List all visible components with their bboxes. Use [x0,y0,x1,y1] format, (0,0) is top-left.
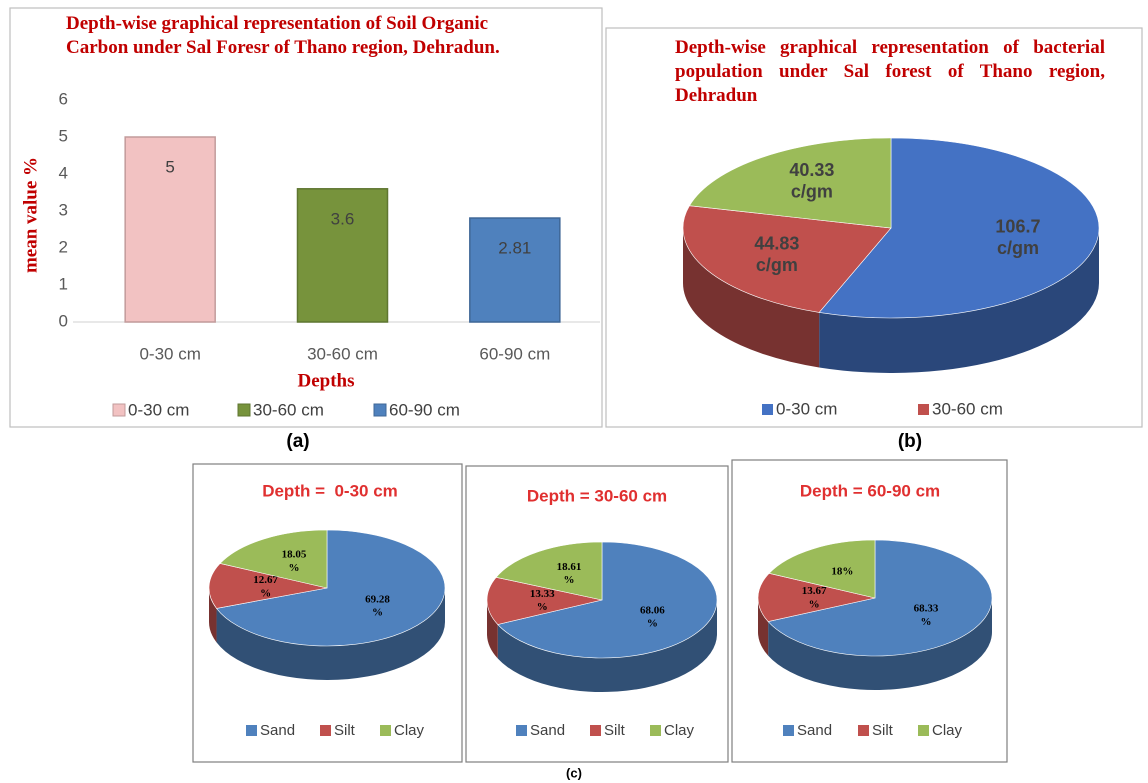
legend-label: Silt [872,722,894,739]
pie-slice [757,572,876,622]
legend-label: Sand [530,722,565,739]
x-tick-label: 30-60 cm [307,344,378,363]
pie-slice [495,541,603,601]
chart-title: Depth = 30-60 cm [527,486,667,505]
value-label: 69.28% [365,593,390,618]
panel-label: (c) [566,765,582,780]
y-tick-label: 1 [59,274,68,293]
legend-swatch [918,725,929,736]
legend-label: Clay [664,722,695,739]
bar [124,136,216,323]
pie-slice [216,529,446,647]
legend-label: 0-30 cm [776,399,837,418]
y-tick-label: 0 [59,311,68,330]
pie-side [683,228,820,368]
legend-label: Silt [604,722,626,739]
value-label: 18.61% [557,561,582,586]
legend-label: Clay [932,722,963,739]
pie-side [487,600,498,659]
legend-swatch [858,725,869,736]
legend-label: Clay [394,722,425,739]
pie-side [758,598,769,656]
value-label: 2.81 [498,239,531,258]
legend-swatch [650,725,661,736]
legend-label: Sand [797,722,832,739]
value-label: 18% [831,565,853,577]
panel-label: (b) [898,431,922,452]
y-tick-label: 3 [59,200,68,219]
value-label: 44.83 c/gm [754,233,799,275]
legend-swatch [590,725,601,736]
chart-title: Depth = 0-30 cm [262,481,398,500]
panel-box [192,463,463,763]
panel-box [605,27,1143,428]
value-label: 5 [165,157,174,176]
legend-swatch [237,403,251,417]
bar [469,217,561,323]
value-label: 12.67% [253,574,278,599]
pie-slice [688,137,892,229]
pie-slice [497,541,718,659]
pie-slice [767,539,993,657]
x-tick-label: 0-30 cm [139,344,200,363]
value-label: 13.33% [530,587,555,612]
y-tick-label: 5 [59,126,68,145]
legend-swatch [373,403,387,417]
legend-swatch [320,725,331,736]
value-label: 13.67% [802,585,827,610]
y-axis-label: mean value % [20,157,41,273]
chart-title: Depth-wise graphical representation of S… [66,13,500,58]
pie-side [768,598,992,690]
panel-box [465,465,729,763]
pie-slice [818,137,1100,319]
y-tick-label: 6 [59,89,68,108]
legend-label: Sand [260,722,295,739]
legend-label: Silt [334,722,356,739]
value-label: 40.33 c/gm [789,160,834,202]
pie-slice [219,529,328,589]
legend-swatch [516,725,527,736]
value-label: 3.6 [331,209,355,228]
legend-swatch [918,404,929,415]
legend-label: 60-90 cm [389,400,460,419]
pie-side [497,600,717,693]
pie-side [819,228,1099,374]
pie-side [209,588,217,643]
legend-swatch [783,725,794,736]
pie-slice [682,205,892,313]
x-tick-label: 60-90 cm [479,344,550,363]
legend-label: 0-30 cm [128,400,189,419]
panel-box [731,459,1008,763]
panel-label: (a) [286,431,309,452]
bar [296,188,389,323]
legend-swatch [246,725,257,736]
x-axis-label: Depths [297,370,354,391]
pie-slice [768,539,876,599]
value-label: 106.7 c/gm [995,216,1040,258]
legend-swatch [380,725,391,736]
legend-swatch [112,403,126,417]
panel-box [9,7,603,428]
legend-label: 30-60 cm [932,399,1003,418]
legend-swatch [762,404,773,415]
y-tick-label: 2 [59,237,68,256]
pie-slice [208,563,328,609]
value-label: 68.06% [640,604,665,629]
legend-label: 30-60 cm [253,400,324,419]
value-label: 68.33% [914,602,939,627]
chart-title: Depth-wise graphical representation of b… [675,37,1105,106]
value-label: 18.05% [282,548,307,573]
chart-title: Depth = 60-90 cm [800,481,940,500]
y-tick-label: 4 [59,163,68,182]
pie-side [216,588,445,680]
pie-slice [486,576,603,625]
